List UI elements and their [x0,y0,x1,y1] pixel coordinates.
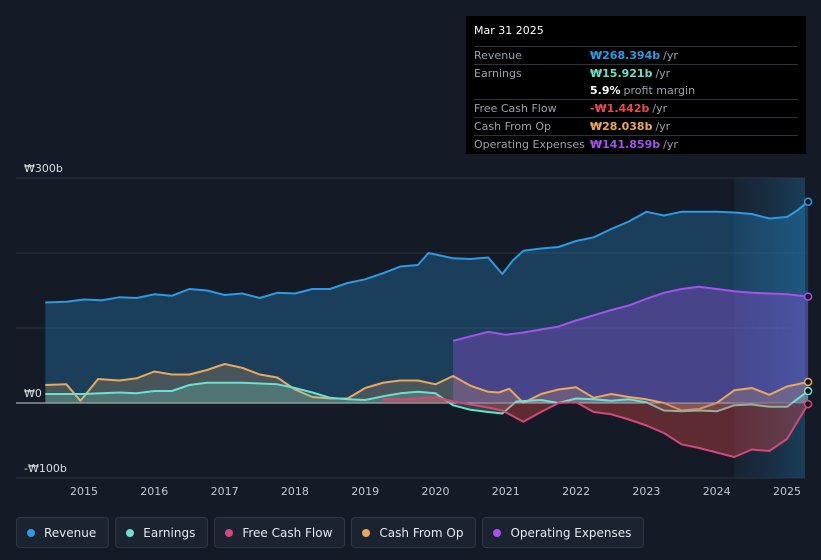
revenue-end-point [803,197,813,206]
tooltip-unit: /yr [655,67,671,80]
tooltip-value: ₩28.038b [590,120,653,133]
legend-item-free-cash-flow[interactable]: Free Cash Flow [214,517,346,548]
legend-item-revenue[interactable]: Revenue [16,517,110,548]
free-cash-flow-end-point [803,399,813,409]
tooltip-row-revenue: Revenue ₩268.394b /yr [474,47,798,65]
tooltip-value: -₩1.442b [590,102,650,115]
tooltip-unit: /yr [663,49,678,62]
x-tick-label: 2018 [281,485,309,498]
tooltip-row-profit-margin: 5.9% profit margin [474,82,798,100]
legend-label: Free Cash Flow [242,525,333,540]
free-cash-flow-area [382,397,809,457]
tooltip-value: 5.9% [590,84,621,97]
legend-dot-icon [362,528,371,537]
series-layer [45,197,813,458]
tooltip-label: Cash From Op [474,120,552,133]
legend-label: Cash From Op [379,525,464,540]
tooltip-value: ₩15.921b [590,67,653,80]
operating-expenses-line [452,285,809,342]
tooltip-unit: profit margin [623,84,696,97]
grid-layer [16,177,805,479]
tooltip-row-operating-expenses: Operating Expenses ₩141.859b /yr [474,136,798,153]
tooltip-label: Operating Expenses [474,138,585,151]
x-tick-label: 2023 [632,485,660,498]
legend-label: Operating Expenses [510,525,632,540]
tooltip-value: ₩268.394b [590,49,661,62]
revenue-area [45,201,809,403]
operating-expenses-end-point [803,292,813,301]
legend-label: Earnings [143,525,196,540]
x-tick-label: 2024 [703,485,731,498]
x-tick-label: 2017 [211,485,239,498]
x-tick-label: 2015 [70,485,98,498]
y-tick-label: ₩0 [24,387,42,400]
tooltip-label: Free Cash Flow [474,102,557,115]
x-tick-label: 2020 [422,485,450,498]
y-tick-label: -₩100b [24,462,67,475]
revenue-line [45,200,809,304]
x-tick-label: 2019 [351,485,379,498]
tooltip-date: Mar 31 2025 [474,24,798,47]
tooltip-label [474,82,590,99]
cash-from-op-end-point [803,377,813,387]
cash-from-op-area [45,364,809,411]
cash-from-op-line [45,363,809,412]
legend-dot-icon [27,528,35,537]
legend-dot-icon [225,528,234,537]
legend-item-earnings[interactable]: Earnings [115,517,209,548]
legend-item-cash-from-op[interactable]: Cash From Op [351,517,477,548]
tooltip-label: Earnings [474,67,522,80]
x-tick-label: 2016 [140,485,168,498]
tooltip-label: Revenue [474,49,522,62]
x-tick-label: 2022 [562,485,590,498]
y-tick-label: ₩300b [24,162,63,175]
x-tick-label: 2025 [773,485,801,498]
tooltip-unit: /yr [652,102,668,115]
legend: Revenue Earnings Free Cash Flow Cash Fro… [16,517,645,548]
legend-dot-icon [126,528,135,537]
tooltip-unit: /yr [655,120,671,133]
x-tick-label: 2021 [492,485,520,498]
tooltip-row-cash-from-op: Cash From Op ₩28.038b /yr [474,118,798,136]
operating-expenses-area [453,286,809,403]
legend-dot-icon [493,528,502,537]
legend-item-operating-expenses[interactable]: Operating Expenses [482,517,645,548]
free-cash-flow-line [382,396,809,458]
tooltip-value: ₩141.859b [590,138,661,151]
earnings-line [45,381,809,415]
earnings-end-point [803,386,813,396]
tooltip-row-earnings: Earnings ₩15.921b /yr [474,65,798,82]
tooltip-row-free-cash-flow: Free Cash Flow -₩1.442b /yr [474,100,798,118]
legend-label: Revenue [44,525,97,540]
tooltip-panel: Mar 31 2025 Revenue ₩268.394b /yr Earnin… [466,16,806,154]
tooltip-unit: /yr [663,138,678,151]
